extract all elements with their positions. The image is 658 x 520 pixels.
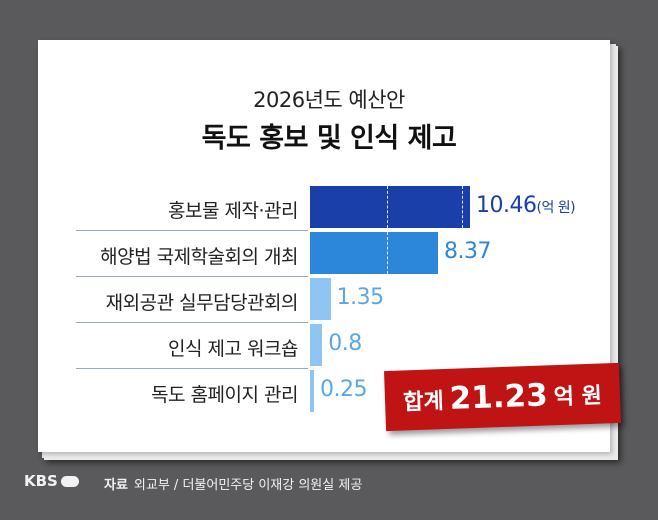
row-separator bbox=[76, 368, 308, 369]
bar-divider bbox=[462, 186, 463, 228]
bar bbox=[310, 186, 470, 228]
kbs-logo-text: KBS bbox=[24, 472, 58, 490]
value-number: 0.25 bbox=[320, 377, 367, 402]
category-label: 재외공관 실무담당관회의 bbox=[105, 292, 299, 314]
chart-title: 독도 홍보 및 인식 제고 bbox=[201, 123, 457, 154]
bar bbox=[310, 232, 439, 274]
total-badge: 합계 21.23 억 원 bbox=[384, 362, 621, 432]
bar bbox=[310, 324, 323, 366]
total-value: 21.23 bbox=[449, 377, 549, 417]
row-separator bbox=[76, 276, 308, 277]
unit-label: (억 원) bbox=[536, 200, 576, 216]
bar bbox=[310, 278, 331, 320]
bar bbox=[310, 370, 314, 412]
source-text: 외교부 / 더불어민주당 이재강 의원실 제공 bbox=[133, 478, 363, 493]
bar-divider bbox=[387, 186, 388, 228]
value-label: 0.8 bbox=[328, 331, 362, 356]
source-label: 자료 bbox=[104, 478, 128, 493]
value-label: 10.46(억 원) bbox=[476, 193, 576, 218]
total-suffix: 억 원 bbox=[553, 383, 603, 411]
chart-subtitle: 2026년도 예산안 bbox=[253, 88, 405, 112]
kbs-logo-icon bbox=[60, 475, 79, 487]
row-separator bbox=[76, 230, 308, 231]
category-label: 독도 홈페이지 관리 bbox=[151, 384, 298, 406]
bar-divider bbox=[387, 232, 388, 274]
value-number: 10.46 bbox=[476, 193, 537, 218]
category-label: 인식 제고 워크숍 bbox=[168, 338, 298, 360]
value-number: 1.35 bbox=[336, 285, 384, 310]
value-label: 0.25 bbox=[320, 377, 367, 402]
total-prefix: 합계 bbox=[402, 389, 445, 416]
value-label: 8.37 bbox=[444, 239, 491, 264]
category-label: 해양법 국제학술회의 개최 bbox=[100, 246, 298, 268]
category-label: 홍보물 제작·관리 bbox=[168, 200, 298, 222]
value-number: 8.37 bbox=[444, 239, 491, 264]
value-label: 1.35 bbox=[337, 285, 384, 310]
value-number: 0.8 bbox=[328, 331, 362, 356]
source-note: 자료 외교부 / 더불어민주당 이재강 의원실 제공 bbox=[104, 474, 362, 493]
row-separator bbox=[76, 322, 308, 323]
kbs-logo: KBS bbox=[24, 472, 79, 490]
